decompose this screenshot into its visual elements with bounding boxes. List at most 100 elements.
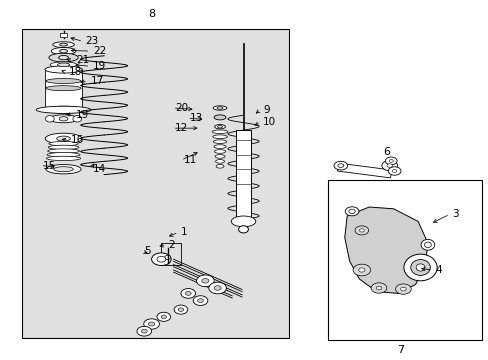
Bar <box>337 163 391 178</box>
Ellipse shape <box>45 106 82 113</box>
Ellipse shape <box>388 159 392 162</box>
Ellipse shape <box>49 53 78 62</box>
Ellipse shape <box>403 254 436 281</box>
Ellipse shape <box>148 322 154 326</box>
Bar <box>60 33 67 37</box>
Text: 10: 10 <box>263 117 276 127</box>
Text: 15: 15 <box>43 161 56 171</box>
Ellipse shape <box>151 253 171 266</box>
Ellipse shape <box>60 43 67 46</box>
Ellipse shape <box>231 216 255 227</box>
Ellipse shape <box>348 209 354 213</box>
Polygon shape <box>344 207 427 293</box>
Ellipse shape <box>53 42 74 48</box>
Text: 18: 18 <box>68 67 81 77</box>
Ellipse shape <box>420 239 434 250</box>
Text: 12: 12 <box>175 123 188 133</box>
Ellipse shape <box>58 63 69 67</box>
Bar <box>235 130 251 220</box>
Ellipse shape <box>333 161 347 170</box>
Ellipse shape <box>354 226 368 235</box>
Text: 9: 9 <box>263 105 269 115</box>
Ellipse shape <box>47 153 80 157</box>
Ellipse shape <box>214 125 225 129</box>
Bar <box>327 180 481 340</box>
Ellipse shape <box>46 78 81 84</box>
Ellipse shape <box>174 305 187 314</box>
Ellipse shape <box>185 292 191 295</box>
Ellipse shape <box>141 329 147 333</box>
Ellipse shape <box>370 283 386 293</box>
Text: 17: 17 <box>90 76 103 86</box>
Text: 20: 20 <box>175 103 188 113</box>
Text: 2: 2 <box>168 240 175 250</box>
Text: 6: 6 <box>382 147 389 157</box>
Ellipse shape <box>157 312 170 321</box>
Ellipse shape <box>359 229 364 232</box>
Ellipse shape <box>161 315 166 319</box>
Text: 5: 5 <box>144 246 151 256</box>
Ellipse shape <box>45 116 54 122</box>
Text: 22: 22 <box>93 46 106 56</box>
Ellipse shape <box>197 299 203 302</box>
Ellipse shape <box>375 286 381 290</box>
Ellipse shape <box>48 149 79 153</box>
Text: 14: 14 <box>93 164 106 174</box>
Ellipse shape <box>59 55 68 60</box>
Text: 16: 16 <box>71 135 84 145</box>
Ellipse shape <box>46 156 81 161</box>
Text: 7: 7 <box>397 345 404 355</box>
Text: 21: 21 <box>76 55 89 66</box>
Ellipse shape <box>400 287 406 291</box>
Ellipse shape <box>46 165 81 174</box>
Ellipse shape <box>60 49 67 53</box>
Ellipse shape <box>51 48 76 55</box>
Ellipse shape <box>202 279 208 283</box>
Ellipse shape <box>415 264 424 271</box>
Ellipse shape <box>213 140 226 143</box>
Ellipse shape <box>345 207 358 216</box>
Text: 4: 4 <box>434 265 441 275</box>
Ellipse shape <box>59 117 68 121</box>
Ellipse shape <box>217 107 223 109</box>
Text: 1: 1 <box>181 227 187 237</box>
Ellipse shape <box>385 157 396 165</box>
Ellipse shape <box>358 268 364 272</box>
Ellipse shape <box>214 286 221 290</box>
Text: 8: 8 <box>148 9 155 19</box>
Ellipse shape <box>214 150 225 153</box>
Ellipse shape <box>45 66 82 73</box>
Text: 19: 19 <box>93 61 106 71</box>
Ellipse shape <box>410 260 429 275</box>
Ellipse shape <box>196 275 214 287</box>
Ellipse shape <box>424 242 430 248</box>
Ellipse shape <box>193 296 207 305</box>
Bar <box>45 69 82 110</box>
Ellipse shape <box>395 284 410 294</box>
Ellipse shape <box>45 133 82 144</box>
Ellipse shape <box>337 164 343 167</box>
Ellipse shape <box>73 116 81 122</box>
Text: 19: 19 <box>76 110 89 120</box>
Ellipse shape <box>215 155 224 158</box>
Ellipse shape <box>50 62 77 68</box>
Ellipse shape <box>215 159 224 163</box>
Bar <box>161 243 181 265</box>
Ellipse shape <box>164 255 170 260</box>
Ellipse shape <box>49 141 78 146</box>
Ellipse shape <box>386 164 392 167</box>
Text: 11: 11 <box>183 155 196 165</box>
Ellipse shape <box>238 226 248 233</box>
Ellipse shape <box>213 145 226 148</box>
Ellipse shape <box>36 106 91 113</box>
Ellipse shape <box>216 165 224 168</box>
Ellipse shape <box>46 86 81 91</box>
Ellipse shape <box>208 282 226 294</box>
Ellipse shape <box>212 130 227 134</box>
Ellipse shape <box>157 256 165 262</box>
Ellipse shape <box>178 308 183 311</box>
Ellipse shape <box>212 135 227 139</box>
Ellipse shape <box>352 264 370 276</box>
Ellipse shape <box>391 170 396 172</box>
Ellipse shape <box>214 115 225 120</box>
